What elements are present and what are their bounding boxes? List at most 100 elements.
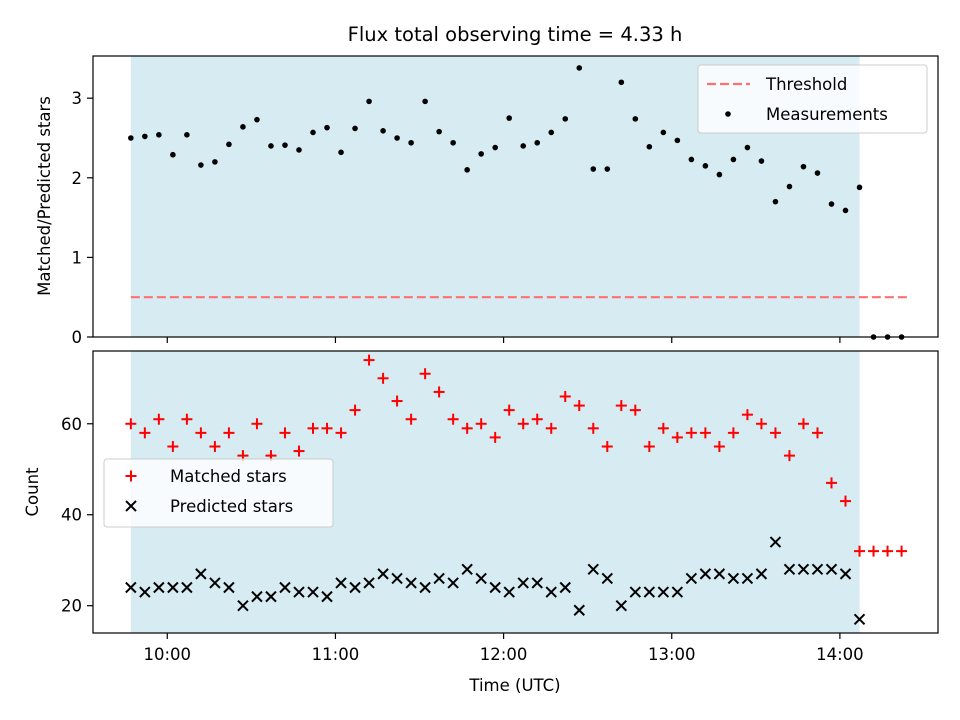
cross-b [713,568,726,580]
bottom-legend-box [103,458,334,528]
measurement-point [842,207,849,214]
matched-star-point [727,427,739,439]
cross-b [811,563,824,576]
predicted-star-point [545,586,557,598]
cross-b [559,581,571,594]
matched-star-point [840,495,852,507]
matched-star-point [419,368,431,380]
cross-b [447,577,459,589]
bottom-panel: 20 40 60 10:00 11:00 12:00 13:00 14:00 Count T… [23,350,939,695]
predicted-star-point [363,577,375,589]
cross-b [671,586,684,598]
predicted-star-point [559,581,571,594]
measurement-point [758,158,765,164]
cross-b [433,572,445,585]
predicted-star-point [125,581,137,594]
cross-b [139,586,151,598]
legend-predicted-swatch [125,500,137,512]
bottom-x-tick-label: 11:00 [312,645,360,664]
measurement-point [688,156,695,163]
top-y-ticks: 0 1 2 3 [72,89,93,347]
measurement-point [856,184,863,191]
measurement-point [478,151,484,157]
legend-cross [125,500,137,512]
matched-star-point [685,427,697,439]
cross-b [461,563,473,576]
cross-b [391,572,403,585]
matched-star-point [461,422,473,434]
matched-star-point [587,422,599,434]
matched-star-point [545,422,557,434]
matched-star-point [489,431,501,443]
predicted-star-point [167,581,179,594]
measurement-point [142,133,148,140]
predicted-star-point [335,577,347,589]
matched-star-point [125,418,137,430]
matched-star-point [181,413,193,425]
predicted-star-point [741,572,754,585]
measurement-point [604,166,611,172]
matched-star-point [896,545,908,557]
top-y-tick-label: 1 [72,248,83,267]
predicted-star-point [181,581,193,594]
measurement-point [226,141,232,148]
cross-b [573,604,585,616]
matched-star-point [517,418,529,430]
predicted-star-point [769,536,782,548]
predicted-star-point [601,572,613,585]
measurement-point [590,166,597,172]
matched-star-point [251,418,263,430]
measurement-point [674,137,681,144]
top-x-ticks [166,337,841,343]
predicted-star-point [153,581,165,594]
predicted-star-point [223,581,235,594]
matched-star-point [475,418,487,430]
predicted-star-point [503,586,515,598]
bottom-y-tick-label: 20 [61,597,82,616]
measurement-point [170,151,176,158]
measurement-point [632,116,639,122]
cross-b [125,581,137,594]
measurement-point [506,115,512,121]
cross-b [489,581,501,594]
matched-star-point [769,427,781,439]
bottom-x-tick-label: 10:00 [143,645,191,664]
matched-star-point [882,545,894,557]
cross-b [125,500,137,512]
predicted-stars-points [125,536,866,626]
legend-measurements-label: Measurements [766,105,888,124]
predicted-star-point [251,590,263,603]
predicted-star-point [461,563,473,576]
cross-b [545,586,557,598]
cross-b [167,581,179,594]
matched-star-point [363,354,375,366]
predicted-star-point [489,581,501,594]
cross-b [237,600,249,612]
cross-b [153,581,165,594]
measurement-point [352,125,358,132]
measurement-point [310,129,316,136]
predicted-star-point [685,572,698,585]
bottom-y-tick-label: 60 [61,415,82,434]
matched-star-point [559,390,571,402]
measurement-point [548,129,555,136]
matched-star-point [447,413,459,425]
legend-matched-swatch [125,470,137,482]
legend-measurements-swatch [725,111,731,117]
matched-stars-points [125,354,908,557]
matched-star-point [657,422,669,434]
cross-b [419,581,431,594]
top-panel: 0 1 2 3 Matched/Predicted stars Threshold M… [35,55,939,347]
bottom-y-ticks: 20 40 60 [61,415,93,616]
measurement-point [408,139,414,146]
measurement-point [338,149,344,156]
predicted-star-point [279,581,291,594]
matched-star-point [615,400,627,412]
matched-star-point [699,427,711,439]
cross-b [601,572,613,585]
predicted-star-point [307,586,319,598]
cross-b [195,568,207,580]
predicted-star-point [447,577,459,589]
cross-b [517,577,529,589]
cross-b [251,590,263,603]
